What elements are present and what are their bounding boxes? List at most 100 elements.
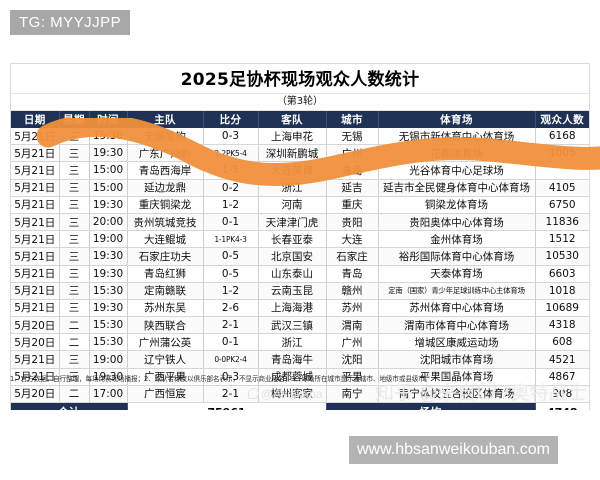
url-watermark: www.hbsanweikouban.com: [349, 436, 558, 464]
match-date: 5月21日: [11, 161, 60, 180]
match-attendance: 908: [535, 385, 589, 404]
match-attendance: 10530: [535, 247, 589, 266]
match-time: 15:30: [89, 316, 128, 335]
match-score: 0-3: [203, 128, 259, 146]
home-team: 广东广州豹: [127, 144, 204, 163]
match-weekday: 二: [59, 333, 90, 352]
match-city: 青岛: [326, 265, 379, 283]
match-score: 1-2: [203, 282, 259, 300]
table-row: 5月21日三 19:00 大连鲲城 1-1PK4-3 长春亚泰 大连 金州体育场 1512: [11, 230, 589, 249]
footnote-text: 1、官方数据，自行整理，每场比赛现场播报；2、球队名称仅以俱乐部名表示，不显示商…: [10, 375, 432, 383]
column-header-city: 城市: [326, 111, 379, 128]
weibo-watermark: @Asaikana: [248, 387, 323, 401]
table-row: 5月21日三 19:30 石家庄功夫 0-5 北京国安 石家庄 裕彤国际体育中心体育场 105…: [11, 247, 589, 266]
match-weekday: 三: [59, 179, 90, 197]
match-attendance: 10689: [535, 299, 589, 318]
away-team: 梅州客家: [258, 385, 327, 404]
match-date: 5月21日: [11, 299, 60, 318]
subtitle-block: （第3轮）: [11, 94, 589, 111]
match-weekday: 三: [59, 247, 90, 266]
match-date: 5月21日: [11, 350, 60, 369]
match-time: 19:30: [89, 265, 128, 283]
table-row: 5月20日二 15:30 陕西联合 2-1 武汉三镇 渭南 渭南市体育中心体育场 4318: [11, 316, 589, 335]
table-row: 5月20日二 15:30 广州蒲公英 0-1 浙江 广州 增城区康威运动场 608: [11, 333, 589, 352]
home-team: 广西恒宸: [127, 385, 204, 404]
match-time: 19:00: [89, 350, 128, 369]
match-score: 2-1: [203, 316, 259, 335]
match-time: 15:30: [89, 128, 128, 146]
match-city: 平果: [326, 368, 379, 386]
match-venue: 贵阳奥体中心体育场: [378, 213, 536, 232]
match-weekday: 三: [59, 350, 90, 369]
home-team: 广州蒲公英: [127, 333, 204, 352]
match-time: 19:30: [89, 196, 128, 214]
match-venue: 苏州体育中心体育场: [378, 299, 536, 318]
match-score: 2-6: [203, 299, 259, 318]
home-team: 石家庄功夫: [127, 247, 204, 266]
home-team: 无锡吴钩: [127, 128, 204, 146]
match-city: 南宁: [326, 385, 379, 404]
match-score: 1-5: [203, 161, 259, 180]
column-header-away-team: 客队: [258, 111, 327, 128]
match-weekday: 三: [59, 368, 90, 386]
match-attendance: 608: [535, 333, 589, 352]
match-attendance: 6168: [535, 128, 589, 146]
match-time: 19:30: [89, 144, 128, 163]
match-city: 广州: [326, 144, 379, 163]
match-date: 5月21日: [11, 196, 60, 214]
match-weekday: 三: [59, 230, 90, 249]
match-date: 5月21日: [11, 128, 60, 146]
away-team: 青岛海牛: [258, 350, 327, 369]
table-header-row: 日期 星期 时间 主队 比分 客队 城市 体育场 观众人数: [11, 111, 589, 128]
table-row: 5月21日三 19:30 广西平果 0-3 成都蓉城 平果 平果国晶体育场 4867: [11, 368, 589, 386]
match-attendance: [535, 161, 589, 180]
match-date: 5月21日: [11, 144, 60, 163]
match-date: 5月20日: [11, 333, 60, 352]
column-header-attendance: 观众人数: [535, 111, 589, 128]
match-city: 青岛: [326, 161, 379, 180]
match-time: 17:00: [89, 385, 128, 404]
home-team: 重庆铜梁龙: [127, 196, 204, 214]
match-time: 19:30: [89, 368, 128, 386]
table-row: 5月21日三 19:30 苏州东吴 2-6 上海海港 苏州 苏州体育中心体育场 10689: [11, 299, 589, 318]
table-row: 5月21日三 19:30 重庆铜梁龙 1-2 河南 重庆 铜梁龙体育场 6750: [11, 196, 589, 214]
match-venue: 沈阳城市体育场: [378, 350, 536, 369]
home-team: 辽宁铁人: [127, 350, 204, 369]
match-weekday: 二: [59, 385, 90, 404]
table-row: 5月21日三 15:00 延边龙鼎 0-2 浙江 延吉 延吉市全民健身体育中心体育场 4105: [11, 179, 589, 197]
match-attendance: 1005: [535, 144, 589, 163]
match-date: 5月21日: [11, 213, 60, 232]
page-subtitle: （第3轮）: [276, 96, 324, 107]
column-header-weekday: 星期: [59, 111, 90, 128]
match-date: 5月21日: [11, 230, 60, 249]
away-team: 武汉三镇: [258, 316, 327, 335]
match-date: 5月20日: [11, 316, 60, 335]
home-team: 广西平果: [127, 368, 204, 386]
match-score: 2-1: [203, 385, 259, 404]
match-weekday: 三: [59, 299, 90, 318]
match-date: 5月20日: [11, 385, 60, 404]
match-weekday: 三: [59, 282, 90, 300]
column-header-date: 日期: [11, 111, 60, 128]
match-date: 5月21日: [11, 179, 60, 197]
match-city: 延吉: [326, 179, 379, 197]
stats-table-card: 2025足协杯现场观众人数统计 （第3轮） 日期 星期 时间 主队 比分 客队 …: [10, 63, 590, 422]
away-team: 成都蓉城: [258, 368, 327, 386]
match-score: 1-1PK4-3: [203, 230, 259, 249]
match-score: 0-3: [203, 368, 259, 386]
match-date: 5月21日: [11, 282, 60, 300]
column-header-home-team: 主队: [127, 111, 204, 128]
match-attendance: 11836: [535, 213, 589, 232]
match-venue: 增城区康威运动场: [378, 333, 536, 352]
home-team: 青岛西海岸: [127, 161, 204, 180]
match-attendance: 1018: [535, 282, 589, 300]
match-city: 重庆: [326, 196, 379, 214]
home-team: 定南赣联: [127, 282, 204, 300]
match-score: 1-2: [203, 196, 259, 214]
away-team: 浙江: [258, 179, 327, 197]
page-title: 2025足协杯现场观众人数统计: [180, 70, 420, 90]
weibo-icon: [248, 388, 259, 399]
match-attendance: 4105: [535, 179, 589, 197]
table-row: 5月21日三 15:00 青岛西海岸 1-5 大连英博 青岛 光谷体育中心足球场: [11, 161, 589, 180]
match-attendance: 4521: [535, 350, 589, 369]
